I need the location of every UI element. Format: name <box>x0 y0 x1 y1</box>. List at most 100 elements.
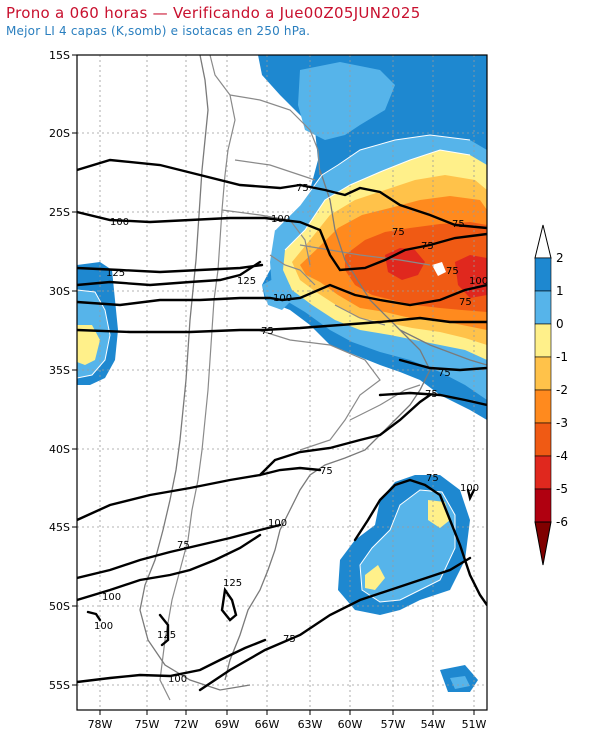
li-region-north-lightblue-top <box>298 62 395 140</box>
isotach-label: 75 <box>425 389 438 400</box>
isotach-75-36s <box>378 391 487 407</box>
isotach-100-30s <box>77 296 284 307</box>
isotach-south-curve <box>353 478 487 607</box>
isotach-100-45s <box>77 523 282 580</box>
isotach-125-28s <box>77 263 264 274</box>
li-region-south-yellow2 <box>365 565 385 590</box>
isotach-label: 100 <box>271 214 290 225</box>
isotach-75-32s <box>77 328 264 334</box>
lon-label: 66W <box>255 718 280 731</box>
isotach-label: 75 <box>296 183 309 194</box>
isotach-label: 100 <box>273 293 292 304</box>
legend-label: -5 <box>556 482 568 496</box>
isotach-label: 100 <box>168 674 187 685</box>
isotach-northeast-4 <box>260 316 487 332</box>
lat-label: 20S <box>49 127 70 140</box>
isotach-north-75 <box>77 158 302 190</box>
lat-label: 25S <box>49 206 70 219</box>
isotach-label: 100 <box>110 217 129 228</box>
isotach-75-53s <box>198 556 472 692</box>
isotach-label: 75 <box>452 219 465 230</box>
isotach-label: 75 <box>426 473 439 484</box>
legend-label: -1 <box>556 350 568 364</box>
legend-swatch <box>534 290 552 325</box>
legend-label: -2 <box>556 383 568 397</box>
isotach-100-east-tick <box>466 488 476 502</box>
map-title: Prono a 060 horas — Verificando a Jue00Z… <box>6 4 421 22</box>
isotach-100-25s <box>77 210 282 224</box>
lon-label: 54W <box>421 718 446 731</box>
isotach-label: 100 <box>460 483 479 494</box>
isotach-label: 125 <box>106 268 125 279</box>
legend-label: 0 <box>556 317 564 331</box>
isotach-100-55s <box>77 638 267 684</box>
isotach-northeast-3 <box>280 283 487 307</box>
legend-swatch <box>534 488 552 523</box>
legend-label: -3 <box>556 416 568 430</box>
isotach-labels: 75 100 125 75 75 75 75 100 75 75 100 125… <box>94 183 488 685</box>
isotach-125-49s <box>220 586 238 622</box>
legend-swatch <box>534 389 552 424</box>
isotach-label: 100 <box>102 592 121 603</box>
li-region-southeast-lightblue <box>450 676 470 689</box>
isotach-northeast-2 <box>280 218 487 272</box>
isotach-label: 100 <box>469 276 488 287</box>
lon-label: 63W <box>298 718 323 731</box>
isotach-label: 75 <box>320 466 333 477</box>
lat-label: 30S <box>49 285 70 298</box>
political-boundaries <box>159 55 431 701</box>
legend-top-arrow <box>534 224 552 259</box>
lat-label: 55S <box>49 679 70 692</box>
isotach-75-42s <box>77 466 322 522</box>
isotach-label: 125 <box>237 276 256 287</box>
legend-swatch <box>534 356 552 391</box>
isotach-label: 100 <box>268 518 287 529</box>
isotach-label: 125 <box>157 630 176 641</box>
legend-label: -4 <box>556 449 568 463</box>
li-region-north-white-pocket <box>432 262 446 276</box>
legend-label: 1 <box>556 284 564 298</box>
lon-label: 75W <box>135 718 160 731</box>
isotachs <box>77 158 487 692</box>
isotach-125b <box>77 260 262 287</box>
longitude-labels: 78W 75W 72W 69W 66W 63W 60W 57W 54W 51W <box>88 718 487 731</box>
legend-swatch <box>534 257 552 292</box>
isotach-label: 75 <box>283 634 296 645</box>
isotach-label: 75 <box>438 368 451 379</box>
legend-label: -6 <box>556 515 568 529</box>
isotach-east-75 <box>398 358 487 372</box>
map-subtitle: Mejor LI 4 capas (K,somb) e isotacas en … <box>6 24 311 38</box>
lon-label: 60W <box>338 718 363 731</box>
legend-swatch <box>534 455 552 490</box>
lon-label: 57W <box>381 718 406 731</box>
isotach-100-50s <box>86 610 102 622</box>
isotach-75-47s <box>77 533 262 602</box>
axis-ticks <box>72 54 475 715</box>
map-frame <box>76 54 488 711</box>
legend-label: 2 <box>556 251 564 265</box>
isotach-label: 100 <box>94 621 113 632</box>
lon-label: 69W <box>215 718 240 731</box>
legend-bottom-arrow <box>534 521 552 566</box>
lat-label: 35S <box>49 364 70 377</box>
isotach-label: 75 <box>446 266 459 277</box>
legend-swatch <box>534 323 552 358</box>
isotach-label: 75 <box>261 326 274 337</box>
isotach-label: 75 <box>421 241 434 252</box>
lon-label: 78W <box>88 718 113 731</box>
isotach-label: 75 <box>459 297 472 308</box>
color-legend: 2 1 0 -1 -2 -3 -4 -5 -6 <box>534 224 568 566</box>
legend-swatch <box>534 422 552 457</box>
lat-label: 40S <box>49 443 70 456</box>
lat-label: 15S <box>49 49 70 62</box>
isotach-125-51s <box>158 613 170 647</box>
lon-label: 51W <box>462 718 487 731</box>
isotach-northeast-1 <box>298 183 487 230</box>
isotach-label: 75 <box>392 227 405 238</box>
coastline <box>139 55 487 691</box>
isotach-75-south <box>258 393 432 477</box>
lat-label: 45S <box>49 521 70 534</box>
lat-label: 50S <box>49 600 70 613</box>
latitude-labels: 15S 20S 25S 30S 35S 40S 45S 50S 55S <box>49 49 70 692</box>
